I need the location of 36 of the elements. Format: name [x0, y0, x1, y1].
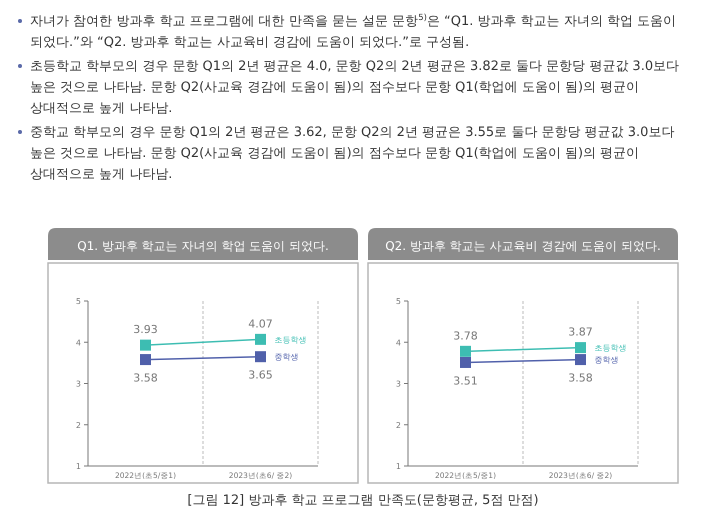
y-tick-label: 5	[396, 297, 401, 306]
data-label: 3.93	[133, 323, 158, 336]
y-tick-label: 2	[396, 420, 401, 430]
y-tick-label: 4	[396, 338, 401, 348]
y-tick-label: 5	[76, 297, 81, 306]
chart-title: Q1. 방과후 학교는 자녀의 학업 도움이 되었다.	[77, 239, 329, 253]
y-tick-label: 1	[76, 462, 81, 471]
data-label: 4.07	[248, 317, 273, 330]
data-label: 3.65	[248, 368, 273, 382]
text: 초등학교 학부모의 경우 문항 Q1의 2년 평균은 4.0, 문항 Q2의 2년 평균은 3.82로 둘다 문항당 평균값 3.0보다 높은 것으로 나타남. 문항 Q2(사교육 경감에 도움이 됨)의 점수보다 문항 Q1(학업에 도움이 됨)의 평균이 상대적으로 높게 나타남.	[30, 59, 680, 116]
point	[460, 356, 471, 368]
y-tick-label: 4	[76, 338, 81, 348]
point	[140, 340, 151, 351]
text: 중학교 학부모의 경우 문항 Q1의 2년 평균은 3.62, 문항 Q2의 2년 평균은 3.55로 둘다 문항당 평균값 3.0보다 높은 것으로 나타남. 문항 Q2(사교육 경감에 도움이 됨)의 점수보다 문항 Q1(학업에 도움이 됨)의 평균이 상대적으로 높게 나타남.	[30, 125, 674, 182]
point	[575, 342, 586, 354]
data-label: 3.51	[453, 374, 478, 388]
chart-title: Q2. 방과후 학교는 사교육비 경감에 도움이 되었다.	[385, 239, 661, 253]
text: 자녀가 참여한 방과후 학교 프로그램에 대한 만족을 묻는 설문 문항$^{5)}$은 “Q1. 방과후 학교는 자녀의 학업 도움이 되었다.”와 “Q2. 방과후 학교는 사교육비 경감에 도움이 되었다.”로 구성됨.	[30, 12, 676, 50]
series-label: 초등학생	[594, 344, 626, 353]
y-tick-label: 2	[76, 420, 81, 430]
series-label: 중학생	[274, 352, 298, 362]
data-label: 3.78	[453, 329, 478, 342]
y-tick-label: 3	[396, 380, 401, 388]
text: [그림 12] 방과후 학교 프로그램 만족도(문항평균, 5점 만점)	[187, 493, 539, 508]
point	[140, 354, 151, 366]
y-tick-label: 3	[76, 380, 81, 388]
y-tick-label: 1	[396, 462, 401, 471]
series-label: 중학생	[594, 356, 618, 365]
point	[575, 354, 586, 366]
point	[255, 351, 266, 362]
series-label: 초등학생	[274, 335, 306, 344]
data-label: 3.58	[568, 372, 593, 385]
data-label: 3.87	[568, 326, 593, 339]
point	[255, 334, 266, 345]
data-label: 3.58	[133, 372, 158, 385]
point	[460, 346, 471, 357]
